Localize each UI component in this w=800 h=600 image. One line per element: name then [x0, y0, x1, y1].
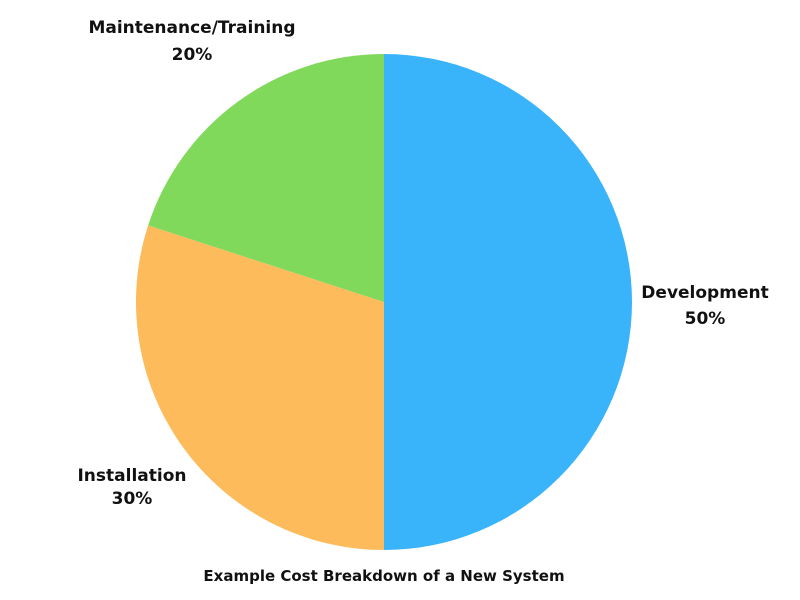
slice-label: Development	[641, 283, 768, 303]
chart-title: Example Cost Breakdown of a New System	[203, 567, 564, 585]
slice-percent-label: 50%	[685, 309, 726, 329]
pie-slice-development	[384, 54, 632, 550]
pie-labels: Development 50% Installation 30% Maintenance…	[77, 18, 768, 509]
pie-slice-installation	[136, 225, 384, 551]
pie-slice-maintenance-training	[148, 54, 384, 302]
pie-slices	[136, 54, 632, 551]
slice-percent-label: 30%	[112, 489, 153, 509]
slice-label: Maintenance/Training	[88, 18, 295, 38]
slice-percent-label: 20%	[172, 45, 213, 65]
slice-label: Installation	[77, 466, 186, 486]
